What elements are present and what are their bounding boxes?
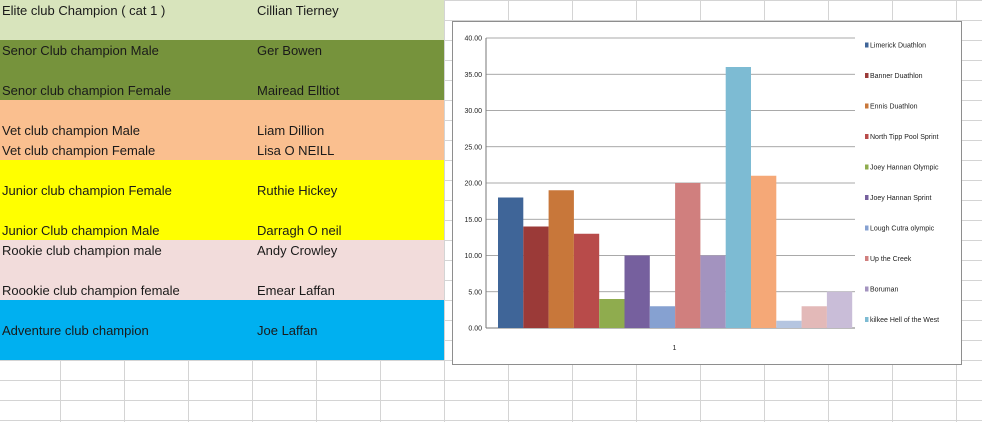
champion-name-cell[interactable]: Joe Laffan — [257, 323, 318, 338]
legend-swatch — [865, 42, 869, 48]
category-cell[interactable]: Vet club champion Male — [2, 123, 141, 138]
bar — [599, 299, 625, 328]
category-cell[interactable]: Senor Club champion Male — [2, 43, 159, 58]
champion-name-cell[interactable]: Cillian Tierney — [257, 3, 339, 18]
y-tick-label: 25.00 — [464, 144, 482, 151]
legend-label: Ennis Duathlon — [870, 104, 918, 111]
y-tick-label: 5.00 — [468, 289, 482, 296]
legend-label: North Tipp Pool Sprint — [870, 134, 939, 141]
champion-name-cell[interactable]: Ger Bowen — [257, 43, 323, 58]
bar — [751, 175, 777, 328]
legend-label: Joey Hannan Sprint — [870, 195, 932, 202]
table-row[interactable]: Junior Club champion Male Darragh O neil — [0, 200, 444, 240]
champion-name-cell[interactable]: Emear Laffan — [257, 283, 335, 298]
bar — [649, 306, 676, 328]
legend-swatch — [865, 256, 869, 261]
bar — [801, 306, 827, 328]
champion-name-cell[interactable]: Mairead Elltiot — [257, 83, 340, 98]
legend-label: Up the Creek — [870, 256, 912, 263]
legend-label: Joey Hannan Olympic — [870, 165, 939, 172]
table-row[interactable]: Junior club champion Female Ruthie Hickey — [0, 160, 444, 200]
y-tick-label: 40.00 — [464, 36, 482, 43]
legend-swatch — [865, 164, 869, 170]
bar-chart[interactable]: 0.00 5.00 10.00 15.00 20.00 25.00 30.00 35.00 40… — [452, 21, 962, 365]
table-row[interactable]: Senor Club champion Male Ger Bowen — [0, 40, 444, 80]
table-row[interactable]: Roookie club champion female Emear Laffan — [0, 260, 444, 300]
category-cell[interactable]: Elite club Champion ( cat 1 ) — [2, 3, 166, 18]
table-row[interactable]: Rookie club champion male Andy Crowley — [0, 240, 444, 260]
y-tick-label: 0.00 — [468, 326, 482, 333]
legend-swatch — [865, 225, 869, 231]
table-row[interactable]: Elite club Champion ( cat 1 ) Cillian Tie… — [0, 0, 444, 40]
champion-name-cell[interactable]: Ruthie Hickey — [257, 183, 338, 198]
category-cell[interactable]: Vet club champion Female — [2, 143, 156, 158]
legend-label: Limerick Duathlon — [870, 43, 926, 50]
legend-swatch — [865, 286, 869, 292]
bar — [700, 255, 726, 328]
legend-swatch — [865, 103, 869, 109]
table-row[interactable]: Vet club champion Male Liam Dillion — [0, 100, 444, 140]
legend-swatch — [865, 195, 869, 200]
category-cell[interactable]: Adventure club champion — [2, 323, 149, 338]
champion-name-cell[interactable]: Liam Dillion — [257, 123, 325, 138]
champions-table: Elite club Champion ( cat 1 ) Cillian Tie… — [0, 0, 444, 360]
bar — [826, 291, 853, 328]
bar — [675, 183, 701, 328]
bar — [624, 255, 650, 328]
legend-swatch — [865, 73, 869, 78]
category-cell[interactable]: Junior club champion Female — [2, 183, 172, 198]
y-tick-label: 10.00 — [464, 253, 482, 260]
bar — [548, 190, 574, 328]
legend-swatch — [865, 134, 869, 139]
bar — [776, 320, 802, 328]
table-row[interactable]: Adventure club champion Joe Laffan — [0, 300, 444, 360]
bar — [573, 233, 600, 328]
category-cell[interactable]: Junior Club champion Male — [2, 223, 160, 238]
table-row[interactable]: Vet club champion Female Lisa O NEILL — [0, 140, 444, 160]
legend-swatch — [865, 317, 869, 322]
champion-name-cell[interactable]: Andy Crowley — [257, 243, 338, 258]
y-tick-label: 20.00 — [464, 181, 482, 188]
y-tick-label: 35.00 — [464, 72, 482, 79]
bar — [498, 197, 524, 328]
y-tick-label: 30.00 — [464, 108, 482, 115]
champion-name-cell[interactable]: Lisa O NEILL — [257, 143, 335, 158]
table-row[interactable]: Senor club champion Female Mairead Elltio… — [0, 80, 444, 100]
legend-label: Banner Duathlon — [870, 73, 923, 80]
champion-name-cell[interactable]: Darragh O neil — [257, 223, 342, 238]
bar — [725, 67, 751, 328]
chart-svg: 0.00 5.00 10.00 15.00 20.00 25.00 30.00 35.00 40… — [464, 36, 939, 353]
category-cell[interactable]: Senor club champion Female — [2, 83, 172, 98]
x-tick-label: 1 — [673, 345, 677, 352]
y-tick-label: 15.00 — [464, 217, 482, 224]
legend-label: Lough Cutra olympic — [870, 226, 935, 233]
bar — [523, 226, 549, 328]
legend-label: kilkee Hell of the West — [870, 317, 939, 324]
category-cell[interactable]: Roookie club champion female — [2, 283, 180, 298]
legend-label: Boruman — [870, 287, 899, 294]
category-cell[interactable]: Rookie club champion male — [2, 243, 162, 258]
